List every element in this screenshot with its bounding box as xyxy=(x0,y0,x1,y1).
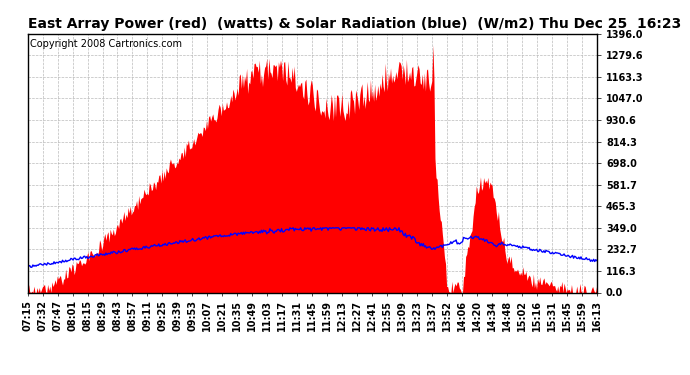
Text: East Array Power (red)  (watts) & Solar Radiation (blue)  (W/m2) Thu Dec 25  16:: East Array Power (red) (watts) & Solar R… xyxy=(28,17,681,31)
Text: Copyright 2008 Cartronics.com: Copyright 2008 Cartronics.com xyxy=(30,39,182,49)
